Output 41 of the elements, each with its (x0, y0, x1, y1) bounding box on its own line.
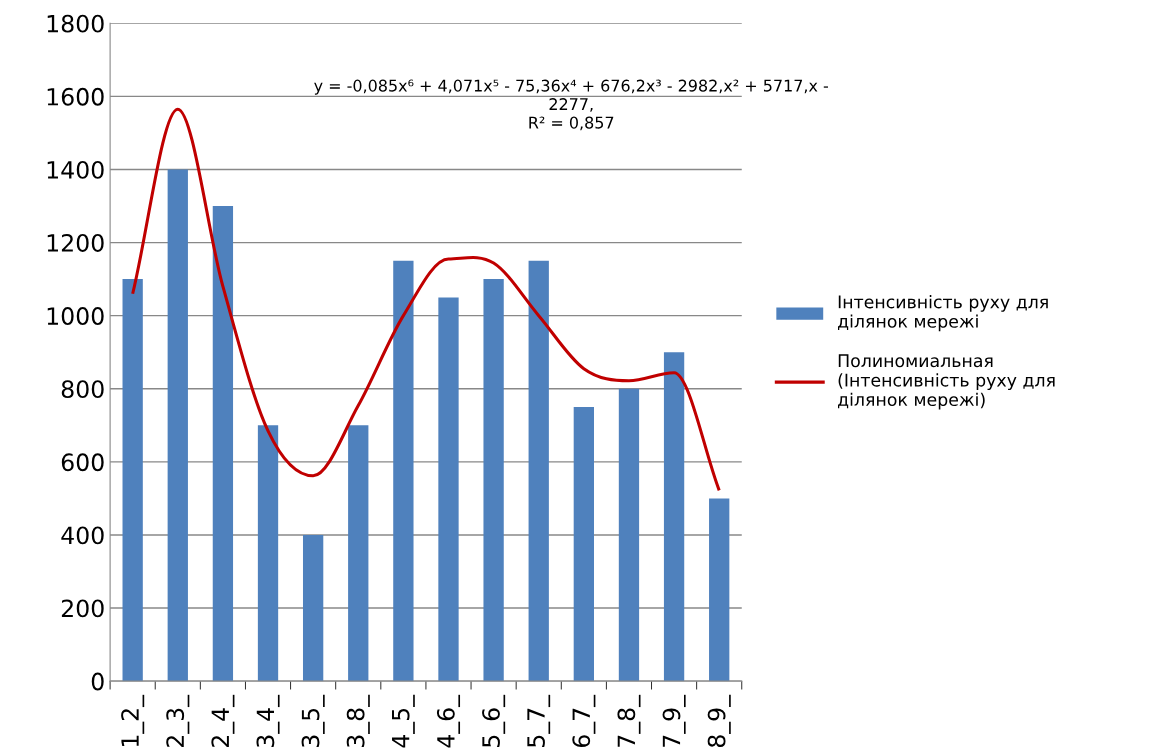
x-tick-label: 7_8_ (617, 694, 641, 747)
bar (393, 260, 414, 682)
bar (438, 297, 459, 682)
y-tick-label: 1400 (47, 160, 104, 179)
y-tick-label: 0 (91, 672, 104, 691)
y-tick-label: 600 (61, 453, 104, 472)
x-tick-label: 3_4_ (256, 694, 280, 747)
y-tick-label: 1800 (47, 14, 104, 33)
bar (257, 425, 279, 682)
bar (167, 169, 188, 682)
x-tick-label: 5_6_ (482, 694, 506, 747)
bar (348, 425, 369, 682)
annotation: y = -0,085x⁶ + 4,071x⁵ - 75,36x⁴ + 676,2x³ - 2982,x² + 5717,x - 2277, R² = 0,857 (314, 79, 828, 131)
bar (528, 260, 549, 682)
x-tick-label: 4_6_ (436, 694, 461, 748)
y-tick-label: 1200 (47, 234, 104, 252)
y-tick-label: 1600 (47, 87, 104, 106)
bar (663, 352, 685, 682)
x-tick-label: 4_5_ (392, 694, 415, 748)
x-tick-label: 2_4_ (211, 694, 235, 747)
y-tick-label: 1000 (47, 307, 104, 325)
bar (122, 279, 143, 682)
bar (709, 498, 730, 682)
legend-label: Інтенсивність руху для ділянок мережі (838, 294, 1048, 332)
x-tick-label: 7_9_ (662, 694, 686, 747)
bar (618, 388, 640, 682)
y-tick-label: 400 (61, 526, 104, 545)
x-tick-label: 3_5_ (301, 694, 325, 747)
x-tick-label: 8_9_ (707, 694, 731, 748)
bar (212, 206, 234, 682)
x-tick-label: 2_3_ (166, 694, 190, 747)
x-tick-label: 1_2_ (121, 694, 145, 747)
x-tick-label: 3_8_ (346, 694, 370, 747)
bar (302, 534, 324, 682)
x-tick-label: 6_7_ (572, 694, 596, 748)
bar (483, 279, 504, 682)
y-tick-label: 800 (61, 380, 104, 399)
x-tick-label: 5_7_ (527, 694, 551, 747)
legend-label: Полиномиальная (Інтенсивність руху для ділянок мережі) (838, 354, 1055, 410)
y-tick-label: 200 (61, 599, 104, 618)
bar (573, 407, 594, 682)
